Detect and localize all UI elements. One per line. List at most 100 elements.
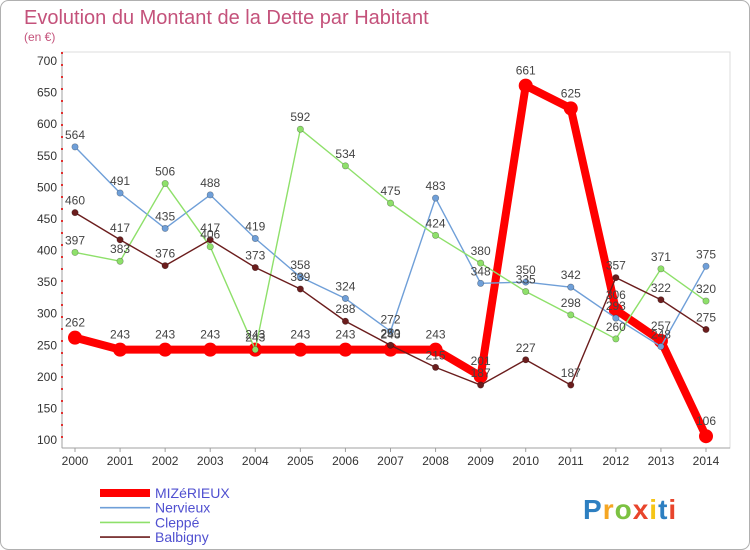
point-balbigny-2012 [612,274,620,282]
x-tick-label: 2004 [242,454,269,468]
data-label-mizerieux-2004: 243 [245,328,265,342]
data-label-balbigny-2001: 417 [110,221,130,235]
data-label-nervieux-2014: 375 [696,247,716,261]
data-label-nervieux-2009: 348 [471,264,491,278]
y-tick-label: 250 [37,338,57,352]
point-nervieux-2009 [477,279,485,287]
x-tick-label: 2000 [62,454,89,468]
point-balbigny-2013 [657,296,665,304]
point-balbigny-2001 [116,236,124,244]
y-tick-label: 200 [37,370,57,384]
y-tick-label: 600 [37,117,57,131]
logo-letter: i [668,494,677,525]
point-mizerieux-2008 [428,342,443,357]
logo-letter: P [583,494,603,525]
point-balbigny-2004 [251,264,259,272]
point-mizerieux-2003 [203,342,218,357]
point-cleppe-2011 [567,311,575,319]
point-nervieux-2001 [116,189,124,197]
data-label-cleppe-2003: 406 [200,228,220,242]
data-label-cleppe-2006: 534 [335,147,355,161]
data-label-mizerieux-2007: 243 [380,328,400,342]
point-nervieux-2002 [161,224,169,232]
data-label-balbigny-2000: 460 [65,194,85,208]
point-cleppe-2008 [432,231,440,239]
point-nervieux-2010 [522,278,530,286]
x-tick-label: 2003 [197,454,224,468]
point-mizerieux-2014 [699,429,713,444]
point-nervieux-2011 [567,283,575,291]
point-cleppe-2010 [522,288,530,296]
data-label-mizerieux-2005: 243 [290,328,310,342]
point-cleppe-2005 [296,125,304,133]
point-nervieux-2012 [612,314,620,322]
data-label-nervieux-2011: 342 [561,268,581,282]
point-cleppe-2003 [206,243,214,251]
point-mizerieux-2001 [113,342,128,357]
proxiti-logo: Proxiti [583,494,677,525]
point-balbigny-2011 [567,381,575,389]
chart-subtitle: (en €) [24,30,55,44]
point-balbigny-2009 [477,381,485,389]
data-label-mizerieux-2001: 243 [110,328,130,342]
series-cleppe [71,125,710,354]
point-balbigny-2010 [522,356,530,364]
logo-letter: o [615,494,633,525]
y-tick-label: 350 [37,275,57,289]
point-nervieux-2013 [657,343,665,351]
point-balbigny-2000 [71,209,79,217]
legend-label-mizerieux: MIZéRIEUX [155,485,230,501]
point-cleppe-2013 [657,265,665,273]
data-label-balbigny-2007: 250 [380,326,400,340]
point-nervieux-2000 [71,143,79,151]
point-balbigny-2005 [296,285,304,293]
point-mizerieux-2006 [338,342,353,357]
legend-label-cleppe: Cleppé [155,514,200,530]
data-label-cleppe-2005: 592 [290,110,310,124]
legend-label-balbigny: Balbigny [155,529,209,545]
data-label-cleppe-2001: 383 [110,242,130,256]
data-label-balbigny-2004: 373 [245,249,265,263]
data-label-nervieux-2012: 293 [606,299,626,313]
point-cleppe-2002 [161,180,169,188]
point-cleppe-2000 [71,248,79,256]
data-label-cleppe-2013: 371 [651,250,671,264]
data-label-mizerieux-2012: 306 [606,288,626,302]
data-label-balbigny-2012: 357 [606,259,626,273]
data-label-nervieux-2013: 248 [651,328,671,342]
series-nervieux [71,143,710,351]
data-label-mizerieux-2009: 201 [471,354,491,368]
x-tick-label: 2007 [377,454,404,468]
data-label-balbigny-2005: 339 [290,270,310,284]
y-tick-label: 550 [37,149,57,163]
y-tick-label: 100 [37,433,57,447]
data-label-mizerieux-2014: 106 [696,414,716,428]
data-label-nervieux-2003: 488 [200,176,220,190]
data-label-mizerieux-2011: 625 [561,86,581,100]
point-mizerieux-2000 [68,330,82,345]
point-balbigny-2014 [702,325,710,333]
series-balbigny [71,209,710,389]
point-nervieux-2008 [432,194,440,202]
point-cleppe-2007 [386,199,394,207]
y-tick-label: 400 [37,244,57,258]
data-label-nervieux-2005: 358 [290,258,310,272]
data-label-cleppe-2002: 506 [155,165,175,179]
data-label-nervieux-2001: 491 [110,174,130,188]
logo-letter: t [658,494,668,525]
data-label-cleppe-2014: 320 [696,282,716,296]
data-label-balbigny-2014: 275 [696,310,716,324]
x-tick-label: 2010 [512,454,539,468]
point-mizerieux-2011 [563,101,578,116]
data-label-balbigny-2002: 376 [155,247,175,261]
point-nervieux-2007 [386,327,394,335]
point-balbigny-2006 [341,317,349,325]
point-cleppe-2004 [251,346,259,354]
point-cleppe-2009 [477,259,485,267]
data-label-cleppe-2009: 380 [471,244,491,258]
x-tick-label: 2012 [603,454,630,468]
y-tick-label: 300 [37,307,57,321]
point-mizerieux-2005 [293,342,308,357]
